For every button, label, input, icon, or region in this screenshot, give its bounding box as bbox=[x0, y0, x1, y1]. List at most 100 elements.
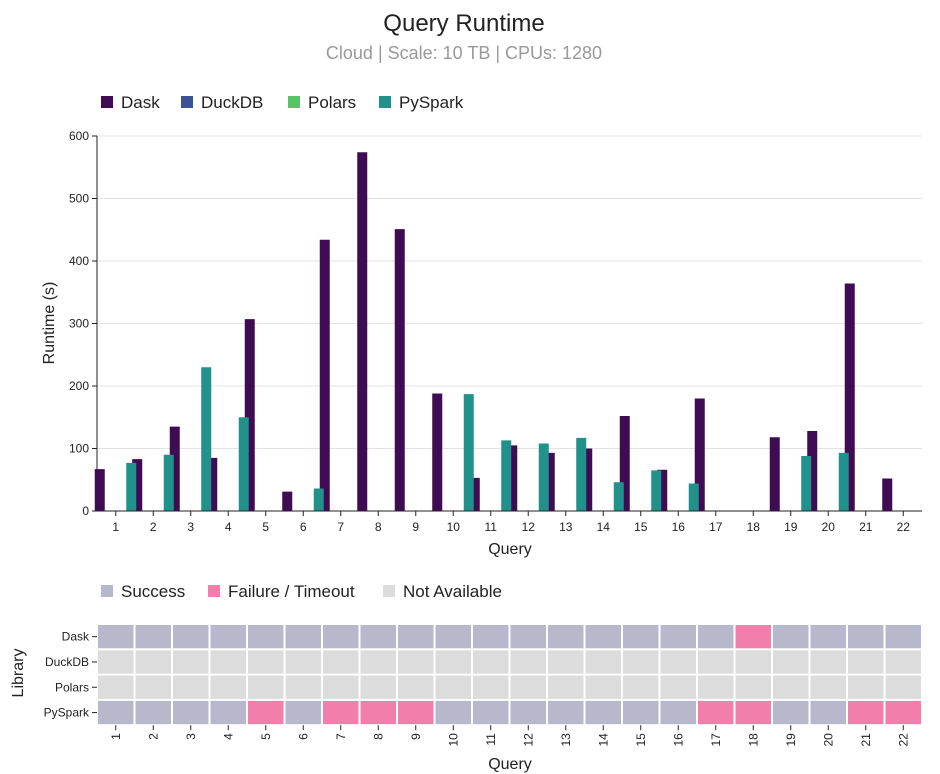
bar-dask-q13 bbox=[544, 452, 555, 511]
chart-title: Query Runtime bbox=[383, 10, 544, 37]
y-tick-label-0: 0 bbox=[82, 504, 89, 518]
status-cell-pyspark-q5 bbox=[248, 700, 284, 725]
status-cell-duckdb-q6 bbox=[285, 650, 321, 674]
status-cell-duckdb-q4 bbox=[210, 650, 246, 674]
bar-dask-q9 bbox=[394, 229, 405, 511]
status-cell-dask-q3 bbox=[173, 625, 209, 649]
status-cell-duckdb-q17 bbox=[698, 650, 734, 674]
status-cell-pyspark-q15 bbox=[623, 700, 659, 725]
status-x-tick-label-22: 22 bbox=[896, 733, 910, 747]
status-cell-polars-q18 bbox=[735, 675, 771, 699]
status-cell-polars-q2 bbox=[135, 675, 171, 699]
status-cell-polars-q4 bbox=[210, 675, 246, 699]
status-cell-dask-q21 bbox=[848, 625, 884, 649]
status-x-tick-label-12: 12 bbox=[521, 733, 535, 747]
y-tick-label-100: 100 bbox=[69, 442, 89, 456]
status-cell-pyspark-q12 bbox=[510, 700, 546, 725]
status-cell-dask-q12 bbox=[510, 625, 546, 649]
status-x-tick-label-15: 15 bbox=[634, 733, 648, 747]
legend-label-pyspark: PySpark bbox=[399, 93, 464, 112]
status-cell-polars-q7 bbox=[323, 675, 359, 699]
status-cell-dask-q13 bbox=[548, 625, 584, 649]
status-cell-duckdb-q19 bbox=[773, 650, 809, 674]
legend-label-polars: Polars bbox=[308, 93, 356, 112]
status-cell-dask-q22 bbox=[885, 625, 921, 649]
status-cell-polars-q14 bbox=[585, 675, 621, 699]
status-cell-duckdb-q14 bbox=[585, 650, 621, 674]
x-tick-label-22: 22 bbox=[897, 520, 911, 534]
x-tick-label-9: 9 bbox=[412, 520, 419, 534]
status-x-tick-label-10: 10 bbox=[446, 733, 460, 747]
bar-pyspark-q19 bbox=[801, 456, 812, 511]
status-cell-polars-q3 bbox=[173, 675, 209, 699]
status-x-tick-label-8: 8 bbox=[371, 733, 385, 740]
status-cell-polars-q1 bbox=[98, 675, 134, 699]
status-cell-polars-q16 bbox=[660, 675, 696, 699]
status-cell-dask-q1 bbox=[98, 625, 134, 649]
status-cell-dask-q8 bbox=[360, 625, 396, 649]
x-tick-label-13: 13 bbox=[559, 520, 573, 534]
status-row-label-duckdb: DuckDB bbox=[45, 655, 89, 669]
status-cell-pyspark-q8 bbox=[360, 700, 396, 725]
status-cell-duckdb-q13 bbox=[548, 650, 584, 674]
status-cell-polars-q5 bbox=[248, 675, 284, 699]
y-tick-label-600: 600 bbox=[69, 129, 89, 143]
legend-label-dask: Dask bbox=[121, 93, 160, 112]
x-tick-label-21: 21 bbox=[859, 520, 873, 534]
status-cell-polars-q21 bbox=[848, 675, 884, 699]
legend-label-duckdb: DuckDB bbox=[201, 93, 263, 112]
status-cell-dask-q10 bbox=[435, 625, 471, 649]
x-tick-label-20: 20 bbox=[822, 520, 836, 534]
status-cell-dask-q4 bbox=[210, 625, 246, 649]
status-cell-pyspark-q19 bbox=[773, 700, 809, 725]
y-tick-label-500: 500 bbox=[69, 192, 89, 206]
x-tick-label-6: 6 bbox=[300, 520, 307, 534]
status-legend-label-not-available: Not Available bbox=[403, 582, 502, 601]
status-cell-duckdb-q3 bbox=[173, 650, 209, 674]
x-tick-label-4: 4 bbox=[225, 520, 232, 534]
status-cell-polars-q9 bbox=[398, 675, 434, 699]
status-cell-dask-q18 bbox=[735, 625, 771, 649]
status-legend: Success Failure / Timeout Not Available bbox=[101, 582, 502, 601]
x-tick-label-18: 18 bbox=[747, 520, 761, 534]
status-cell-duckdb-q8 bbox=[360, 650, 396, 674]
status-x-tick-label-21: 21 bbox=[859, 733, 873, 747]
status-heatmap bbox=[98, 625, 921, 725]
status-cell-pyspark-q4 bbox=[210, 700, 246, 725]
status-x-tick-label-7: 7 bbox=[334, 733, 348, 740]
status-cell-pyspark-q16 bbox=[660, 700, 696, 725]
status-cell-pyspark-q21 bbox=[848, 700, 884, 725]
status-row-label-polars: Polars bbox=[55, 680, 89, 694]
status-cell-pyspark-q11 bbox=[473, 700, 509, 725]
runtime-y-axis: 0 100 200 300 400 500 600 bbox=[69, 129, 98, 518]
status-cell-duckdb-q15 bbox=[623, 650, 659, 674]
status-cell-pyspark-q14 bbox=[585, 700, 621, 725]
status-cell-polars-q10 bbox=[435, 675, 471, 699]
status-cell-duckdb-q7 bbox=[323, 650, 359, 674]
status-x-tick-label-18: 18 bbox=[746, 733, 760, 747]
status-cell-polars-q13 bbox=[548, 675, 584, 699]
status-cell-polars-q6 bbox=[285, 675, 321, 699]
status-cell-duckdb-q11 bbox=[473, 650, 509, 674]
status-cell-duckdb-q18 bbox=[735, 650, 771, 674]
status-cell-duckdb-q5 bbox=[248, 650, 284, 674]
bar-pyspark-q20 bbox=[838, 452, 849, 511]
status-x-tick-label-19: 19 bbox=[784, 733, 798, 747]
status-cell-polars-q22 bbox=[885, 675, 921, 699]
bar-pyspark-q15 bbox=[651, 470, 662, 511]
status-cell-dask-q17 bbox=[698, 625, 734, 649]
status-cell-dask-q16 bbox=[660, 625, 696, 649]
legend-swatch-pyspark bbox=[379, 96, 391, 108]
y-tick-label-300: 300 bbox=[69, 317, 89, 331]
bar-dask-q21 bbox=[844, 283, 855, 511]
x-tick-label-16: 16 bbox=[672, 520, 686, 534]
bar-pyspark-q4 bbox=[238, 417, 249, 511]
x-tick-label-3: 3 bbox=[187, 520, 194, 534]
x-tick-label-1: 1 bbox=[112, 520, 119, 534]
bar-dask-q6 bbox=[282, 491, 293, 511]
legend-swatch-dask bbox=[101, 96, 113, 108]
x-tick-label-15: 15 bbox=[634, 520, 648, 534]
x-tick-label-12: 12 bbox=[522, 520, 536, 534]
x-tick-label-14: 14 bbox=[597, 520, 611, 534]
status-x-tick-label-5: 5 bbox=[259, 733, 273, 740]
